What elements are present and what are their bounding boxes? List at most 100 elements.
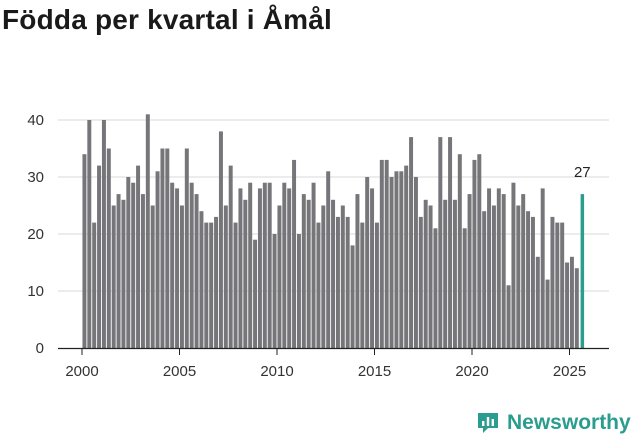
highlight-bar: [580, 194, 585, 348]
bar: [496, 188, 501, 348]
bar: [165, 148, 170, 348]
x-tick-label: 2015: [358, 363, 391, 380]
bar: [82, 154, 87, 348]
bar: [462, 228, 467, 348]
bar: [92, 222, 97, 348]
bar: [477, 154, 482, 348]
bar: [326, 171, 331, 348]
bar: [209, 222, 214, 348]
bar: [565, 262, 570, 348]
bar: [267, 182, 272, 348]
bar: [179, 205, 184, 348]
bar: [121, 199, 126, 348]
bar: [535, 256, 540, 348]
bar: [511, 182, 516, 348]
bar: [126, 177, 131, 348]
bar: [282, 182, 287, 348]
bar: [428, 205, 433, 348]
bar: [228, 165, 233, 348]
bar: [243, 199, 248, 348]
bar: [218, 131, 223, 348]
bar: [491, 205, 496, 348]
bar: [331, 199, 336, 348]
x-tick-label: 2020: [455, 363, 488, 380]
bar: [438, 137, 443, 348]
bar: [223, 205, 228, 348]
bar: [404, 165, 409, 348]
bar: [389, 177, 394, 348]
bar: [160, 148, 165, 348]
bar: [272, 234, 277, 348]
bar: [97, 165, 102, 348]
bar: [170, 182, 175, 348]
bar: [238, 188, 243, 348]
bar: [277, 205, 282, 348]
bar: [350, 245, 355, 348]
bar: [301, 194, 306, 348]
bar: [423, 199, 428, 348]
labels: 0 10 20 30 40 27 2000 2005 2010 2015 2020 2025: [27, 112, 590, 380]
bars: [82, 114, 585, 348]
bar: [262, 182, 267, 348]
x-tick-label: 2005: [163, 363, 196, 380]
y-tick-label: 40: [27, 112, 44, 129]
bar: [374, 222, 379, 348]
bar: [384, 159, 389, 348]
bar: [379, 159, 384, 348]
bar: [101, 120, 106, 348]
bar: [345, 216, 350, 348]
bar: [257, 188, 262, 348]
bar: [516, 205, 521, 348]
bar: [443, 199, 448, 348]
bar: [433, 228, 438, 348]
bar: [321, 205, 326, 348]
y-tick-label: 20: [27, 226, 44, 243]
y-tick-label: 0: [36, 340, 44, 357]
bar: [413, 177, 418, 348]
bar: [311, 182, 316, 348]
bar: [394, 171, 399, 348]
bar: [189, 182, 194, 348]
bar: [370, 188, 375, 348]
x-tick-label: 2000: [65, 363, 98, 380]
bar: [199, 211, 204, 348]
bar: [131, 182, 136, 348]
bar: [365, 177, 370, 348]
bar: [184, 148, 189, 348]
bar: [155, 171, 160, 348]
x-tick-label: 2025: [553, 363, 586, 380]
bar: [253, 239, 258, 348]
brand-name: Newsworthy: [507, 411, 631, 434]
newsworthy-brand[interactable]: Newsworthy: [476, 408, 631, 438]
bar: [467, 194, 472, 348]
bar: [106, 148, 111, 348]
bar: [316, 222, 321, 348]
bar: [194, 194, 199, 348]
bar: [145, 114, 150, 348]
bar: [418, 216, 423, 348]
bar: [457, 154, 462, 348]
y-tick-label: 10: [27, 283, 44, 300]
chart-title: Födda per kvartal i Åmål: [2, 4, 333, 35]
bar: [340, 205, 345, 348]
bar: [360, 222, 365, 348]
bar: [150, 205, 155, 348]
bar: [472, 159, 477, 348]
bar: [140, 194, 145, 348]
bar: [248, 182, 253, 348]
bar: [574, 268, 579, 348]
highlight-value-label: 27: [574, 164, 591, 181]
bar: [506, 285, 511, 348]
bar: [560, 222, 565, 348]
y-tick-label: 30: [27, 169, 44, 186]
bar: [355, 194, 360, 348]
newsworthy-logo-icon: [476, 411, 500, 435]
bar: [335, 216, 340, 348]
bar: [550, 216, 555, 348]
bar: [452, 199, 457, 348]
x-tick-label: 2010: [260, 363, 293, 380]
bar: [487, 188, 492, 348]
bar: [87, 120, 92, 348]
bar: [399, 171, 404, 348]
